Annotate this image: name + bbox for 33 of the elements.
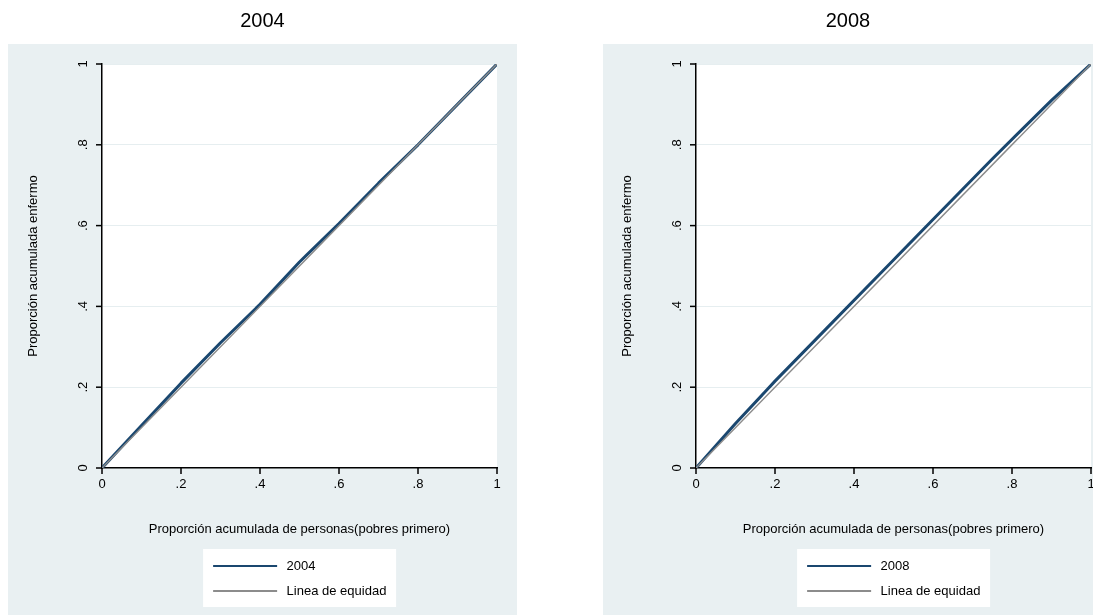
- y-tick-label: .8: [75, 139, 91, 151]
- legend-label: Linea de equidad: [286, 583, 387, 598]
- x-tick-label: 0: [98, 476, 106, 492]
- chart-title: 2004: [239, 8, 286, 33]
- legend-label: 2004: [286, 558, 316, 573]
- x-tick-label: .2: [769, 476, 781, 492]
- y-axis-title: Proporción acumulada enfermo: [619, 175, 635, 357]
- x-axis-title: Proporción acumulada de personas(pobres primero): [742, 520, 1045, 536]
- y-tick-label: .2: [75, 381, 91, 393]
- x-tick-label: .4: [254, 476, 266, 492]
- y-tick-label: 0: [75, 464, 91, 472]
- x-tick-label: .6: [333, 476, 345, 492]
- x-tick-label: .8: [1006, 476, 1018, 492]
- x-tick-label: 1: [493, 476, 501, 492]
- y-axis-title: Proporción acumulada enfermo: [25, 175, 41, 357]
- chart-title: 2008: [824, 8, 872, 33]
- x-axis-title: Proporción acumulada de personas(pobres primero): [148, 520, 451, 536]
- y-tick-label: .6: [669, 220, 685, 232]
- y-tick-label: .2: [669, 381, 685, 393]
- y-tick-label: .6: [75, 220, 91, 232]
- y-tick-label: .8: [669, 139, 685, 151]
- y-tick-label: .4: [669, 300, 685, 312]
- legend-label: 2008: [880, 558, 910, 573]
- y-tick-label: 0: [669, 464, 685, 472]
- y-tick-label: 1: [75, 60, 91, 68]
- x-tick-label: 0: [692, 476, 700, 492]
- x-tick-label: .6: [927, 476, 939, 492]
- y-tick-label: 1: [669, 60, 685, 68]
- x-tick-label: .8: [412, 476, 424, 492]
- y-tick-label: .4: [75, 300, 91, 312]
- legend-label: Linea de equidad: [880, 583, 981, 598]
- x-tick-label: .2: [175, 476, 187, 492]
- x-tick-label: .4: [848, 476, 860, 492]
